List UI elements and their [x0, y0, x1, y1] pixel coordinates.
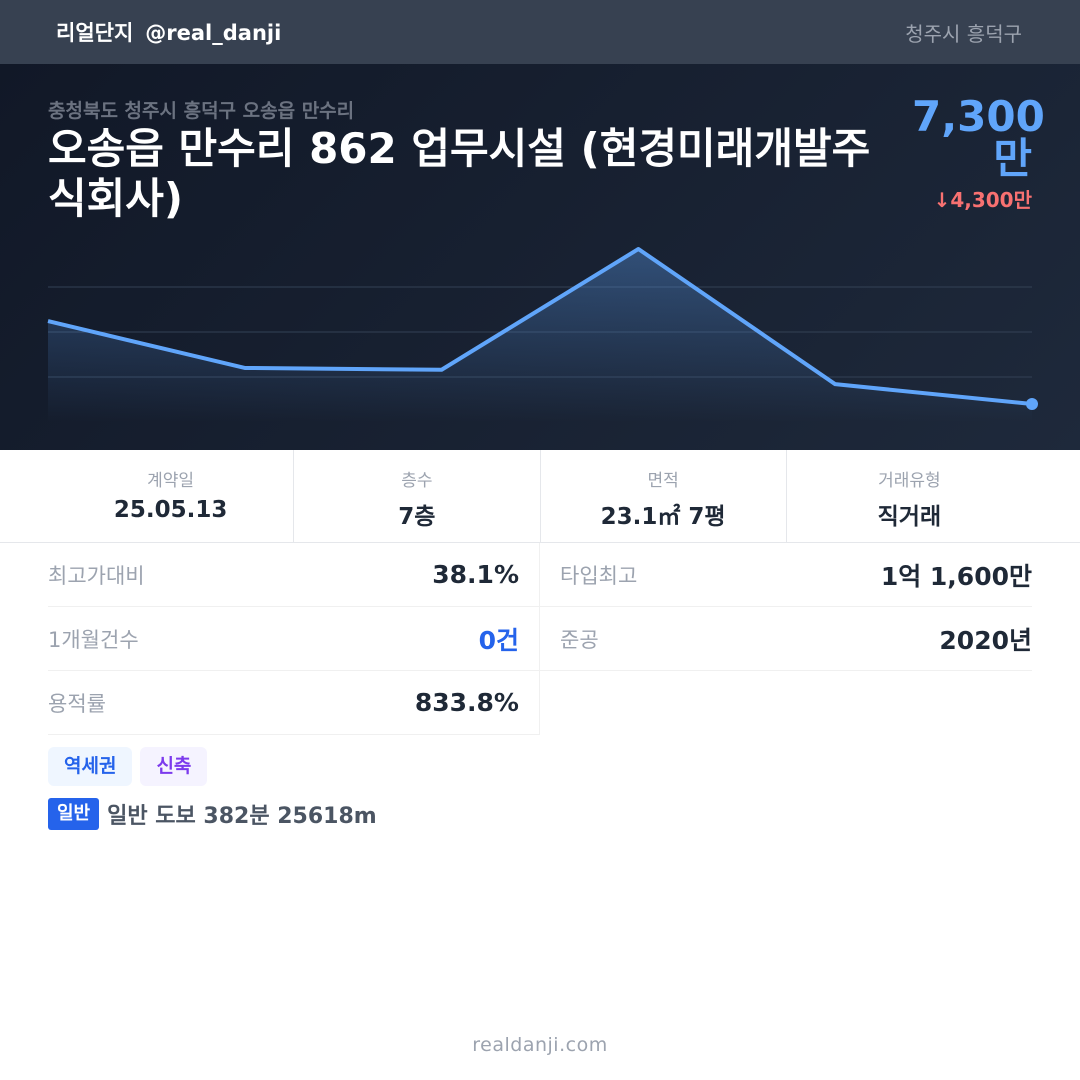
stat-date: 계약일 25.05.13	[48, 450, 295, 542]
stat-label: 거래유형	[878, 471, 941, 491]
price-area	[48, 249, 1032, 422]
detail-label: 1개월건수	[48, 627, 139, 652]
detail-label: 용적률	[48, 691, 106, 716]
brand-name: 리얼단지	[56, 21, 134, 45]
stat-value: 23.1㎡ 7평	[600, 504, 726, 530]
price: 7,300만	[912, 92, 1045, 183]
price-chart	[47, 247, 1038, 422]
hero: 충청북도 청주시 흥덕구 오송읍 만수리 오송읍 만수리 862 업무시설 (현…	[0, 64, 1080, 450]
detail-value: 38.1%	[432, 560, 519, 589]
price-point	[1026, 398, 1038, 410]
detail-completion: 준공 2020년	[540, 607, 1032, 671]
detail-value: 0건	[478, 625, 519, 655]
price-change: ↓4,300만	[933, 188, 1032, 212]
transit-text: 일반 도보 382분 25618m	[107, 804, 377, 829]
detail-label: 타입최고	[560, 563, 638, 588]
detail-far: 용적률 833.8%	[48, 671, 540, 735]
detail-label: 최고가대비	[48, 563, 145, 588]
detail-max-ratio: 최고가대비 38.1%	[48, 543, 540, 607]
stat-label: 층수	[401, 471, 433, 491]
detail-label: 준공	[560, 627, 599, 652]
region-label: 청주시 흥덕구	[905, 21, 1022, 46]
page-title: 오송읍 만수리 862 업무시설 (현경미래개발주식회사)	[48, 124, 871, 223]
transit-info: 일반 일반 도보 382분 25618m	[48, 798, 377, 830]
detail-type-max: 타입최고 1억 1,600만	[540, 543, 1032, 607]
stat-value: 25.05.13	[113, 497, 228, 523]
transit-badge: 일반	[48, 798, 100, 830]
stat-label: 면적	[647, 471, 679, 491]
price-line	[47, 247, 1033, 406]
detail-value: 833.8%	[414, 688, 519, 717]
tag-new: 신축	[140, 747, 208, 786]
tags: 역세권 신축	[48, 747, 208, 786]
details-grid: 최고가대비 38.1% 타입최고 1억 1,600만 1개월건수 0건 준공 2020년…	[48, 543, 1032, 735]
stat-label: 계약일	[147, 471, 195, 491]
header-bar: 리얼단지 @real_danji 청주시 흥덕구	[0, 0, 1080, 64]
detail-value: 2020년	[939, 625, 1032, 655]
tag-station: 역세권	[48, 747, 133, 786]
stat-area: 면적 23.1㎡ 7평	[541, 450, 787, 542]
brand: 리얼단지 @real_danji	[56, 17, 293, 47]
detail-value: 1억 1,600만	[880, 561, 1032, 591]
footer-url: realdanji.com	[472, 1034, 608, 1056]
brand-handle: @real_danji	[145, 21, 282, 45]
detail-monthly-count: 1개월건수 0건	[48, 607, 540, 671]
stat-value: 직거래	[877, 504, 942, 530]
stat-floor: 층수 7층	[294, 450, 541, 542]
stat-value: 7층	[398, 504, 436, 530]
address: 충청북도 청주시 흥덕구 오송읍 만수리	[48, 100, 355, 122]
